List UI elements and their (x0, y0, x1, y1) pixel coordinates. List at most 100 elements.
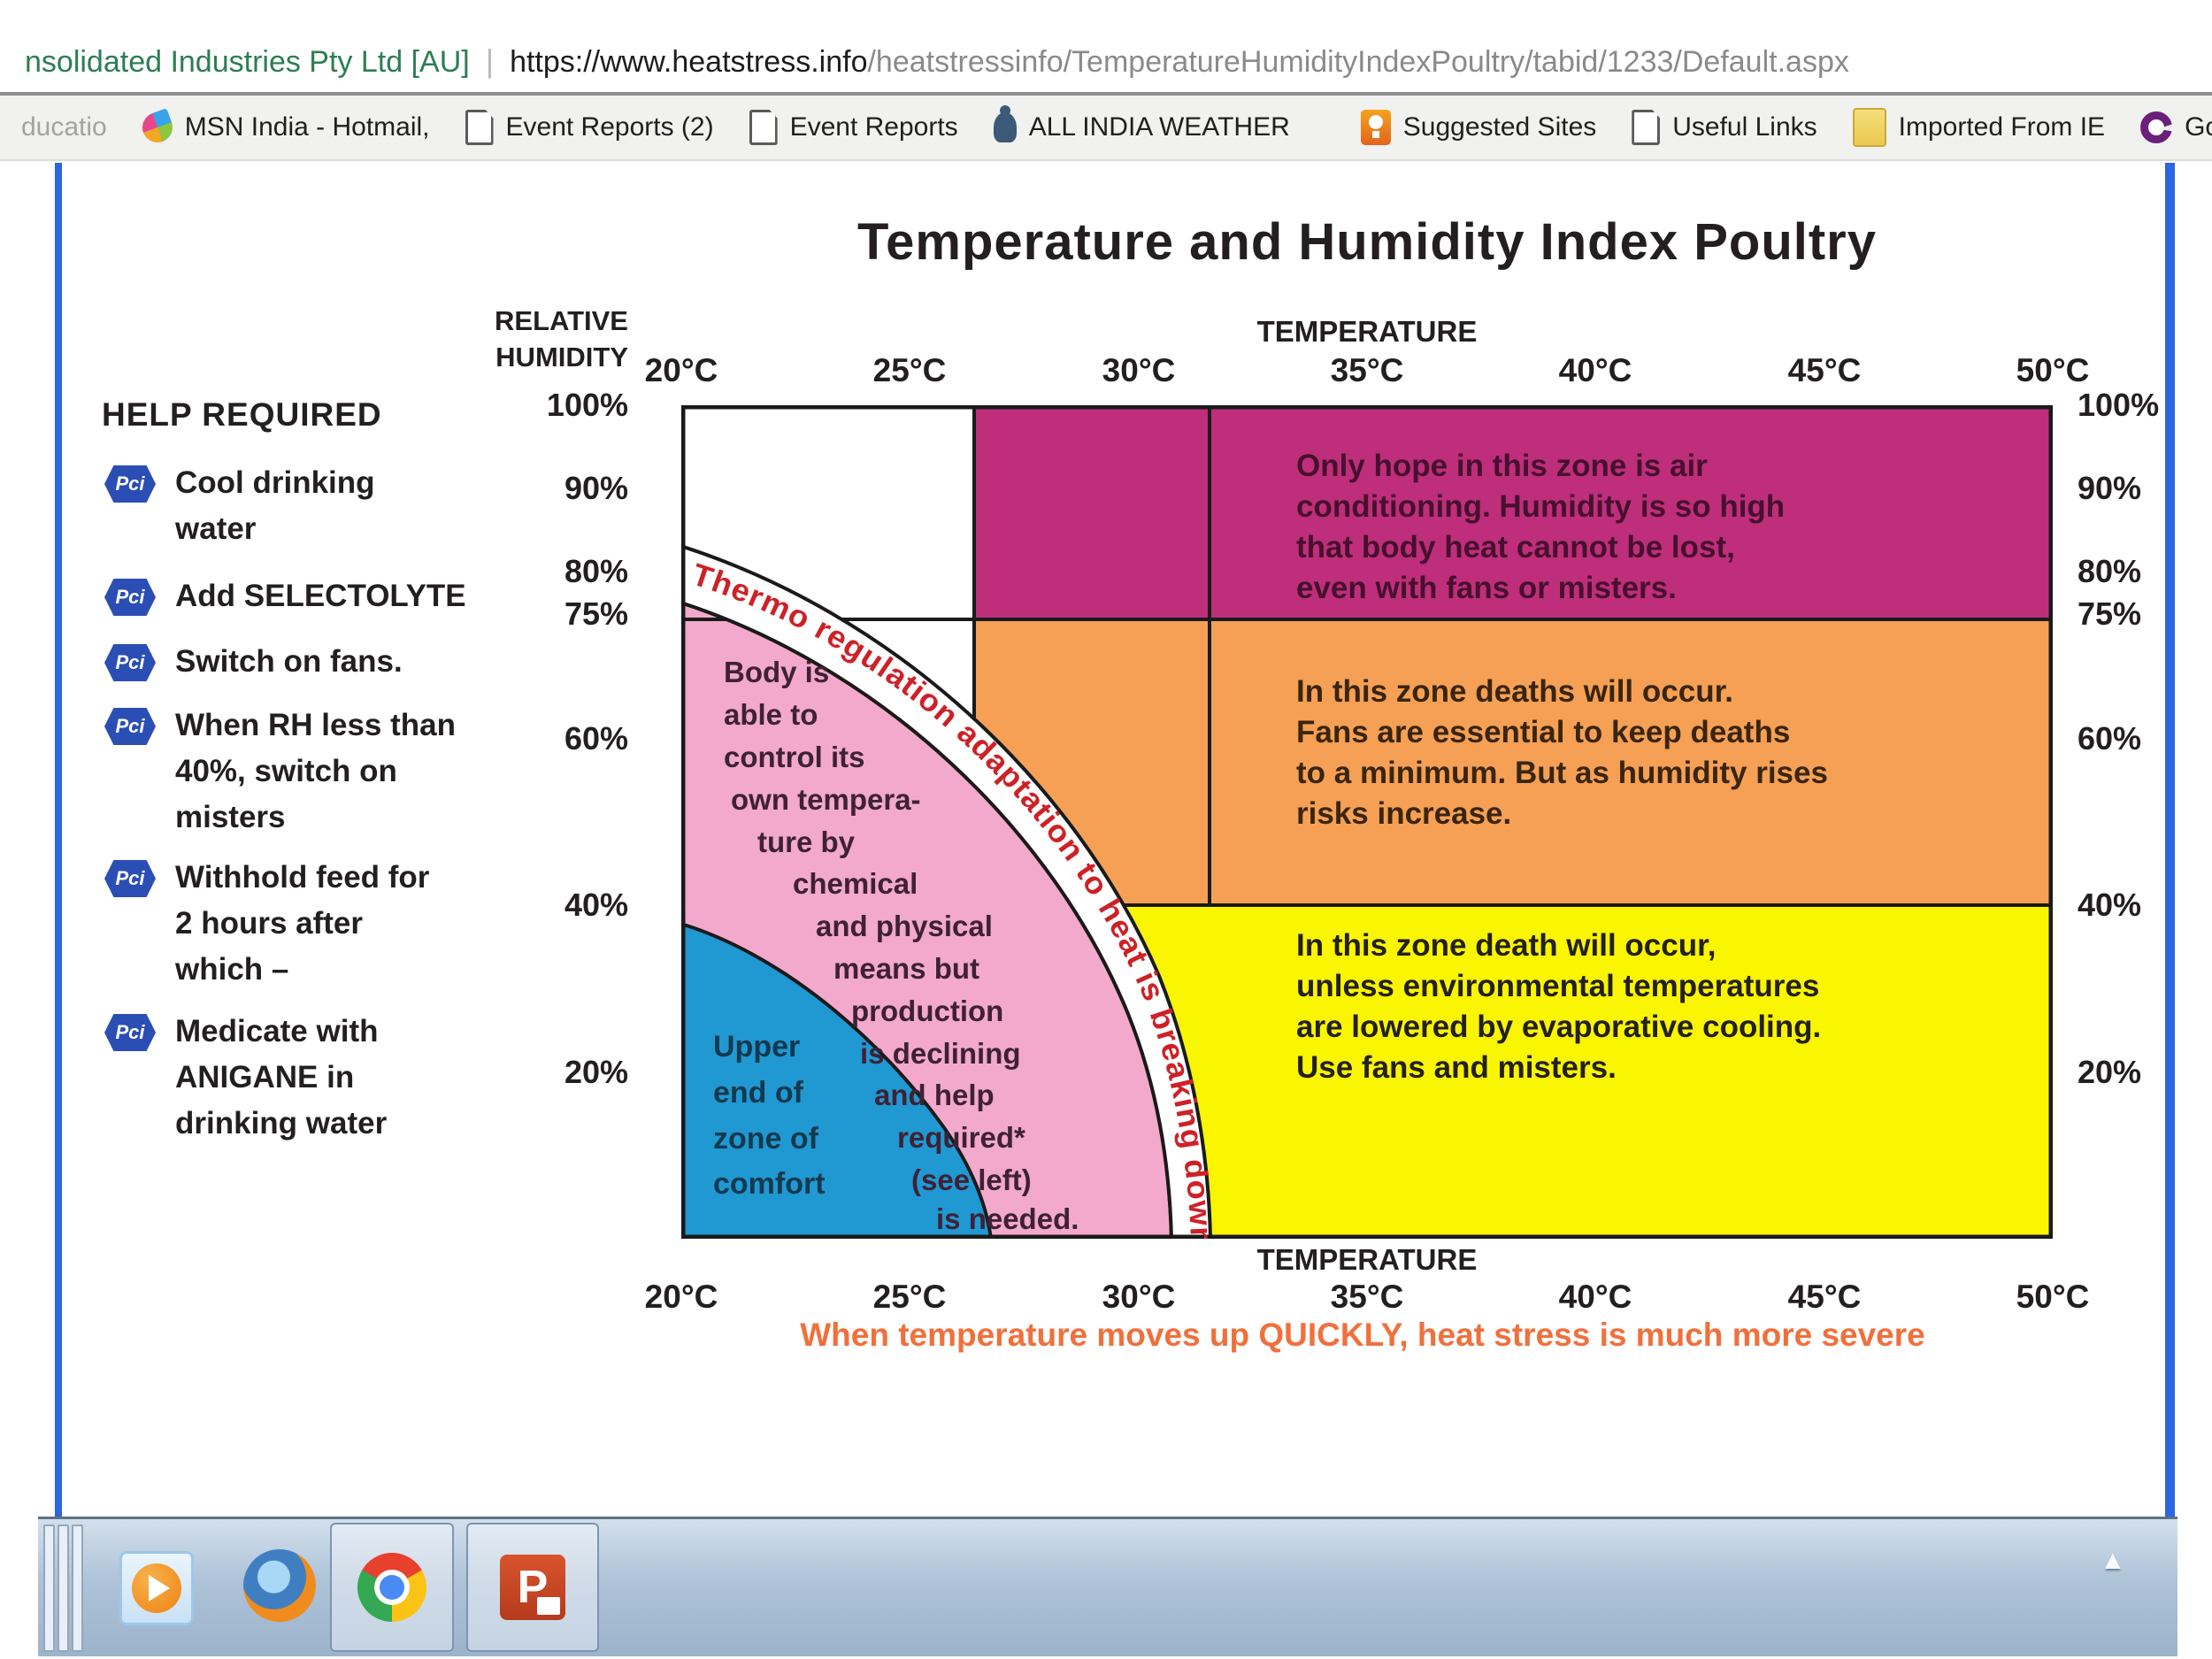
chrome-taskbar-button[interactable] (330, 1523, 454, 1652)
powerpoint-icon: P (500, 1555, 565, 1620)
favorite-label: ALL INDIA WEATHER (1028, 112, 1290, 142)
help-line: 40%, switch on (175, 754, 397, 788)
help-item-withhold-feed: Pci Withhold feed for 2 hours after whic… (104, 855, 429, 993)
x-axis-title-bottom: TEMPERATURE (1256, 1243, 1478, 1276)
help-line: Add SELECTOLYTE (175, 579, 466, 613)
help-line: Switch on fans. (175, 644, 403, 679)
orange-zone (972, 618, 2053, 907)
pink-zone-text: means but (833, 952, 979, 985)
pink-zone-text: is needed. (936, 1202, 1079, 1235)
rh-left-100: 100% (546, 387, 628, 423)
url-domain: https://www.heatstress.info (510, 45, 868, 79)
blue-zone-text: comfort (713, 1167, 826, 1201)
pink-zone-text: required* (897, 1121, 1025, 1154)
favorite-label: GoI Search (2185, 112, 2212, 142)
pink-zone-text: control its (724, 741, 865, 773)
magenta-zone-text: conditioning. Humidity is so high (1296, 489, 1785, 524)
help-line: ANIGANE in (175, 1060, 355, 1094)
favorite-item-education[interactable]: ducatio (21, 112, 107, 142)
stacked-window-edge[interactable] (43, 1525, 55, 1652)
thi-chart-svg: Thermo regulation adaptation to heat is … (681, 405, 2053, 1239)
lightbulb-icon (1360, 110, 1391, 145)
favorite-item-suggested-sites[interactable]: Suggested Sites (1360, 110, 1597, 145)
thermo-band-outer-line (681, 544, 1212, 1239)
pink-zone-text: (see left) (911, 1164, 1032, 1196)
rh-right-100: 100% (2078, 387, 2160, 423)
orange-zone-text: to a minimum. But as humidity rises (1296, 756, 1828, 790)
msn-butterfly-icon (137, 108, 177, 147)
orange-zone-text: In this zone deaths will occur. (1296, 674, 1733, 709)
pink-zone-text: is declining (860, 1037, 1021, 1070)
favorite-label: Suggested Sites (1402, 112, 1597, 142)
x-tick-bottom-30: 30°C (1102, 1279, 1176, 1315)
help-line: Cool drinking (175, 465, 375, 500)
help-line: Medicate with (175, 1014, 379, 1048)
rh-right-90: 90% (2078, 470, 2142, 506)
x-tick-bottom-45: 45°C (1787, 1279, 1862, 1315)
blue-zone-text: zone of (713, 1122, 819, 1156)
page-title: Temperature and Humidity Index Poultry (856, 213, 1878, 271)
help-line: which – (175, 952, 289, 987)
powerpoint-taskbar-button[interactable]: P (466, 1523, 599, 1652)
help-item-selectolyte: Pci Add SELECTOLYTE (104, 573, 466, 619)
chart-caption: When temperature moves up QUICKLY, heat … (800, 1317, 1925, 1353)
folder-icon (1852, 108, 1886, 147)
pci-badge-icon: Pci (104, 644, 156, 681)
thermo-band (681, 546, 1210, 1239)
page-icon (1632, 110, 1661, 145)
x-tick-top-20: 20°C (644, 352, 718, 388)
taskbar: P ▲ (38, 1517, 2177, 1656)
page-icon (749, 110, 778, 145)
help-line: drinking water (175, 1106, 388, 1141)
rh-left-40: 40% (564, 887, 628, 923)
x-tick-top-25: 25°C (872, 352, 947, 388)
orange-zone-text: risks increase. (1296, 796, 1511, 831)
rh-right-60: 60% (2078, 720, 2142, 757)
favorite-label: ducatio (21, 112, 107, 142)
magenta-zone-text: Only hope in this zone is air (1296, 449, 1708, 483)
windows-media-player-icon[interactable] (119, 1551, 194, 1625)
show-hidden-icons-chevron[interactable]: ▲ (2100, 1546, 2126, 1575)
rh-left-90: 90% (564, 470, 628, 506)
help-line: misters (175, 800, 286, 834)
x-tick-top-35: 35°C (1330, 352, 1404, 388)
pci-badge-icon: Pci (104, 579, 156, 616)
pink-zone-text: able to (724, 698, 818, 731)
blue-comfort-zone (681, 922, 994, 1239)
help-line: Withhold feed for (175, 860, 430, 895)
favorite-item-msn[interactable]: MSN India - Hotmail, (137, 108, 430, 147)
help-item-anigane: Pci Medicate with ANIGANE in drinking wa… (104, 1009, 387, 1147)
help-line: water (175, 511, 257, 546)
rh-right-80: 80% (2078, 553, 2142, 589)
y-axis-title-line2: HUMIDITY (495, 342, 628, 373)
x-tick-top-40: 40°C (1558, 352, 1632, 388)
ev-certificate-text: nsolidated Industries Pty Ltd [AU] (25, 45, 470, 79)
help-item-fans: Pci Switch on fans. (104, 639, 403, 685)
goi-search-icon (2140, 111, 2173, 143)
favorite-item-event-reports-2[interactable]: Event Reports (2) (465, 110, 714, 145)
stacked-window-edge[interactable] (58, 1525, 69, 1652)
favorite-item-useful-links[interactable]: Useful Links (1632, 110, 1817, 145)
favorite-item-event-reports[interactable]: Event Reports (749, 110, 958, 145)
weather-person-icon (993, 105, 1017, 142)
thi-chart: Thermo regulation adaptation to heat is … (681, 405, 2053, 1239)
address-bar[interactable]: nsolidated Industries Pty Ltd [AU] | htt… (0, 0, 2212, 96)
favorite-item-all-india-weather[interactable]: ALL INDIA WEATHER (993, 105, 1290, 142)
pink-zone-text: chemical (793, 867, 918, 900)
stacked-window-edge[interactable] (72, 1525, 83, 1652)
firefox-icon[interactable] (243, 1549, 316, 1622)
y-axis-title: RELATIVE HUMIDITY (389, 303, 628, 375)
blue-zone-text: Upper (713, 1030, 800, 1064)
blue-zone-text: end of (713, 1076, 804, 1110)
x-tick-top-50: 50°C (2016, 352, 2090, 388)
address-separator: | (485, 42, 495, 79)
favorite-label: Event Reports (2) (505, 112, 714, 142)
favorite-item-goi-search[interactable]: GoI Search (2140, 111, 2212, 143)
url-path: /heatstressinfo/TemperatureHumidityIndex… (867, 45, 1849, 79)
help-required-title: HELP REQUIRED (102, 396, 382, 433)
x-tick-bottom-35: 35°C (1330, 1279, 1404, 1315)
pci-badge-icon: Pci (104, 1014, 156, 1051)
help-item-misters: Pci When RH less than 40%, switch on mis… (104, 703, 456, 841)
favorite-item-imported-from-ie[interactable]: Imported From IE (1852, 108, 2105, 147)
